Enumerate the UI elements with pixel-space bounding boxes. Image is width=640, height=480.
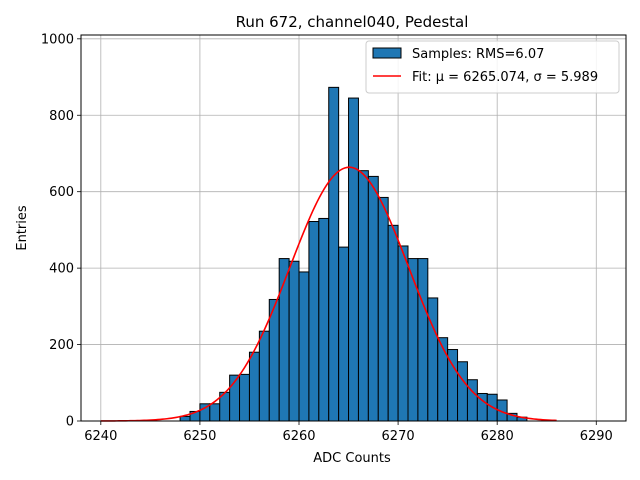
chart-title: Run 672, channel040, Pedestal <box>236 13 469 31</box>
histogram-bar <box>348 97 359 422</box>
histogram-bar <box>298 271 310 422</box>
histogram-bar <box>248 351 260 422</box>
legend-label-fit: Fit: μ = 6265.074, σ = 5.989 <box>412 70 598 85</box>
histogram-bar <box>367 175 379 422</box>
x-tick-label: 6260 <box>282 429 315 444</box>
histogram-bar <box>209 403 221 422</box>
histogram-bar <box>328 86 340 422</box>
histogram-bar <box>377 196 389 422</box>
y-tick-label: 800 <box>49 109 74 124</box>
legend-label-samples: Samples: RMS=6.07 <box>412 47 544 62</box>
x-tick-label: 6270 <box>382 429 415 444</box>
y-tick-label: 400 <box>49 262 74 277</box>
y-tick-label: 200 <box>49 338 74 353</box>
histogram-bar <box>239 373 250 422</box>
x-tick-label: 6290 <box>580 429 613 444</box>
y-tick-label: 1000 <box>41 32 74 47</box>
histogram-bar <box>387 224 399 422</box>
histogram-bar <box>437 337 449 422</box>
histogram-bar <box>338 246 350 422</box>
y-tick-label: 600 <box>49 185 74 200</box>
x-axis-ticks: 6240 6250 6260 6270 6280 6290 <box>84 421 613 444</box>
legend-frame <box>365 40 620 94</box>
y-tick-label: 0 <box>66 415 74 430</box>
histogram-bar <box>357 170 369 422</box>
histogram-bar <box>427 297 439 422</box>
plot-frame <box>80 34 627 422</box>
histogram-bar <box>466 379 478 422</box>
gaussian-fit-curve <box>100 166 557 422</box>
fit-curve-group <box>100 166 557 422</box>
legend-swatch-samples <box>372 47 402 59</box>
histogram-bar <box>318 217 330 422</box>
histogram-bar <box>407 258 419 422</box>
histogram-bar <box>268 298 280 422</box>
histogram-bar <box>457 361 468 422</box>
histogram-bars <box>179 86 528 422</box>
histogram-bar <box>288 260 300 422</box>
y-axis-label: Entries <box>15 205 30 251</box>
histogram-bar <box>258 330 270 422</box>
histogram-bar <box>308 221 320 422</box>
x-tick-label: 6280 <box>481 429 514 444</box>
x-axis-label: ADC Counts <box>313 451 391 466</box>
histogram-bar <box>417 258 429 422</box>
legend: Samples: RMS=6.07 Fit: μ = 6265.074, σ =… <box>365 40 620 94</box>
y-axis-ticks: 0 200 400 600 800 1000 <box>41 32 81 430</box>
x-tick-label: 6240 <box>84 429 117 444</box>
histogram-bar <box>397 245 409 422</box>
x-tick-label: 6250 <box>183 429 216 444</box>
